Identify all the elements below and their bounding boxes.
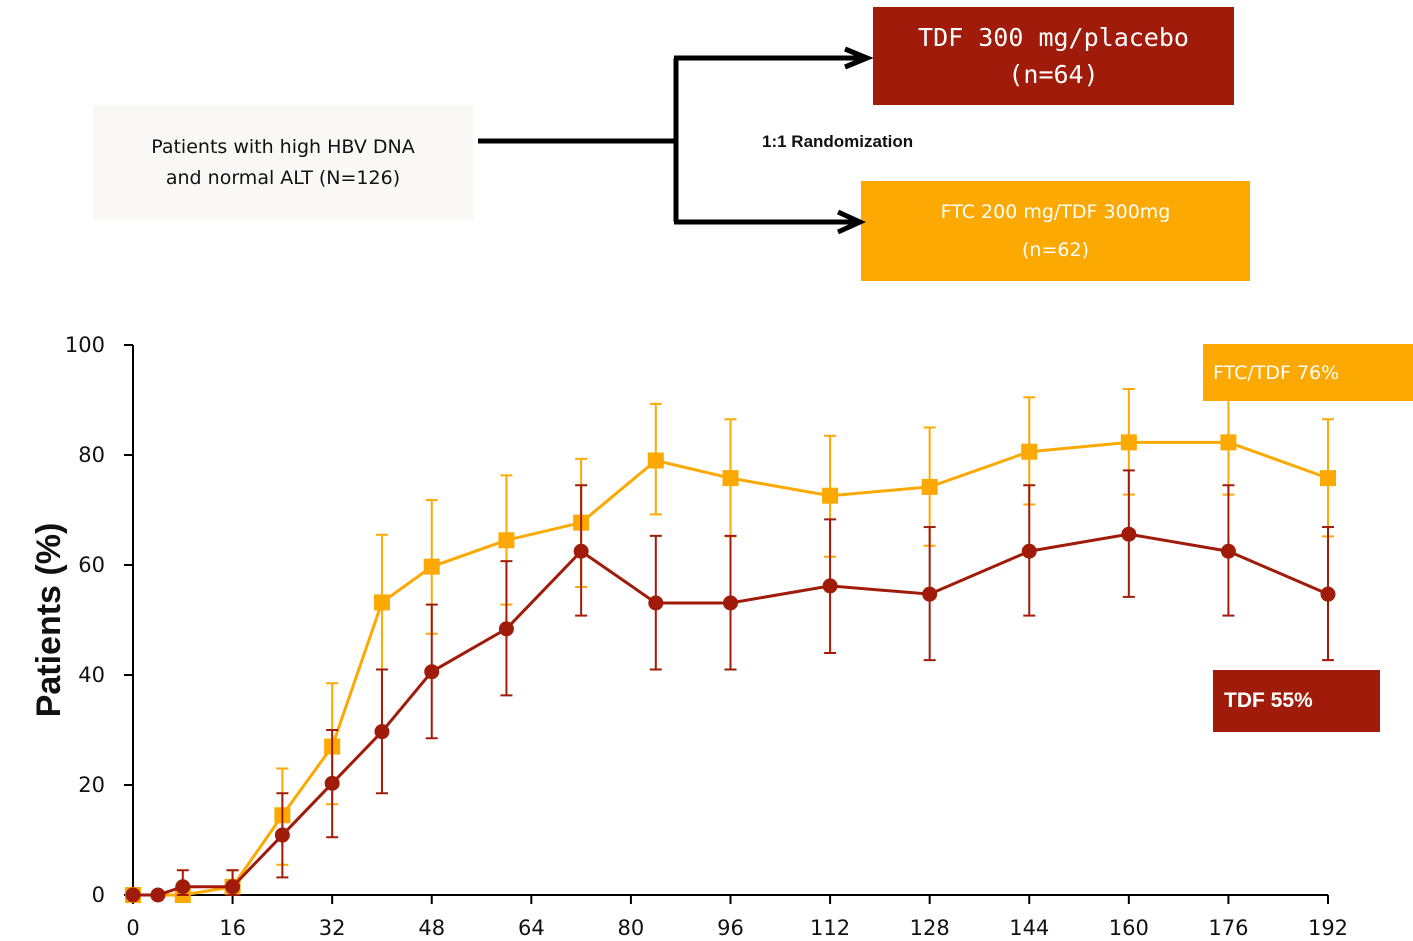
- tdf-point: [723, 595, 738, 611]
- tdf-point: [498, 621, 514, 637]
- tdf-arm-box: TDF 300 mg/placebo (n=64): [873, 7, 1234, 105]
- tdf-result-text: TDF 55%: [1224, 689, 1313, 712]
- tdf-result-label: TDF 55%: [1213, 670, 1380, 732]
- chart-axes: 0 20 40 60 80 100 0 16 32 48 64 80 96 112 128 144 160 176…: [30, 333, 1348, 940]
- y-tick-label: 40: [78, 663, 105, 687]
- patients-box: Patients with high HBV DNA and normal AL…: [93, 105, 473, 220]
- x-tick-label: 128: [910, 916, 950, 940]
- x-tick-label: 64: [518, 916, 545, 940]
- y-tick-label: 20: [78, 773, 105, 797]
- ftc-point: [1320, 470, 1336, 487]
- x-tick-label: 48: [418, 916, 445, 940]
- patients-line2: and normal ALT (N=126): [165, 166, 401, 189]
- y-tick-label: 100: [65, 333, 105, 357]
- tdf-point: [1220, 543, 1236, 559]
- tdf-point: [424, 664, 440, 680]
- tdf-point: [225, 879, 241, 895]
- tdf-point: [374, 724, 390, 740]
- x-tick-label: 160: [1109, 916, 1149, 940]
- tdf-point: [922, 586, 938, 602]
- ftc-point: [1021, 443, 1038, 460]
- x-tick-label: 32: [319, 916, 346, 940]
- ftc-point: [722, 470, 739, 487]
- ftc-point: [498, 532, 515, 549]
- tdf-arm-line2: (n=64): [1008, 60, 1099, 89]
- ftc-point: [822, 487, 839, 504]
- tdf-line: [133, 532, 1329, 897]
- ftc-arm-line1: FTC 200 mg/TDF 300mg: [940, 201, 1171, 223]
- y-tick-label: 0: [92, 883, 105, 907]
- ftc-point: [373, 594, 390, 611]
- tdf-point: [573, 543, 589, 559]
- ftc-tdf-result-label: FTC/TDF 76%: [1203, 344, 1413, 401]
- ftc-tdf-result-text: FTC/TDF 76%: [1213, 361, 1340, 384]
- flow-arrows: [478, 46, 874, 235]
- chart-series: [125, 388, 1336, 903]
- arrow-head-bottom-icon: [836, 209, 867, 235]
- tdf-point: [1021, 543, 1037, 559]
- x-tick-label: 0: [126, 916, 139, 940]
- ftc-point: [647, 452, 664, 469]
- ftc-point: [921, 478, 938, 495]
- patients-line1: Patients with high HBV DNA: [151, 135, 415, 158]
- x-tick-label: 96: [717, 916, 744, 940]
- tdf-point: [324, 775, 340, 791]
- ftc-arm-line2: (n=62): [1022, 239, 1089, 261]
- x-tick-label: 16: [219, 916, 246, 940]
- tdf-point: [822, 578, 838, 594]
- y-axis-label: Patients (%): [30, 523, 68, 718]
- y-tick-label: 80: [78, 443, 105, 467]
- x-tick-label: 80: [618, 916, 645, 940]
- y-tick-label: 60: [78, 553, 105, 577]
- ftc-arm-box: FTC 200 mg/TDF 300mg (n=62): [861, 181, 1250, 281]
- series-tdf: [125, 469, 1336, 903]
- randomization-label: 1:1 Randomization: [762, 132, 914, 151]
- ftc-point: [423, 558, 440, 575]
- tdf-point: [274, 827, 290, 843]
- arrow-head-top-icon: [844, 46, 874, 70]
- x-tick-label: 112: [810, 916, 850, 940]
- tdf-point: [125, 887, 141, 903]
- tdf-arm-line1: TDF 300 mg/placebo: [918, 23, 1189, 52]
- ftc-point: [1120, 434, 1137, 451]
- ftc-point: [1220, 434, 1237, 451]
- x-tick-label: 192: [1308, 916, 1348, 940]
- tdf-point: [150, 887, 166, 903]
- x-tick-label: 176: [1208, 916, 1248, 940]
- x-tick-label: 144: [1009, 916, 1049, 940]
- tdf-point: [175, 879, 191, 895]
- tdf-point: [1121, 526, 1137, 542]
- tdf-point: [1320, 586, 1336, 602]
- tdf-point: [648, 595, 664, 611]
